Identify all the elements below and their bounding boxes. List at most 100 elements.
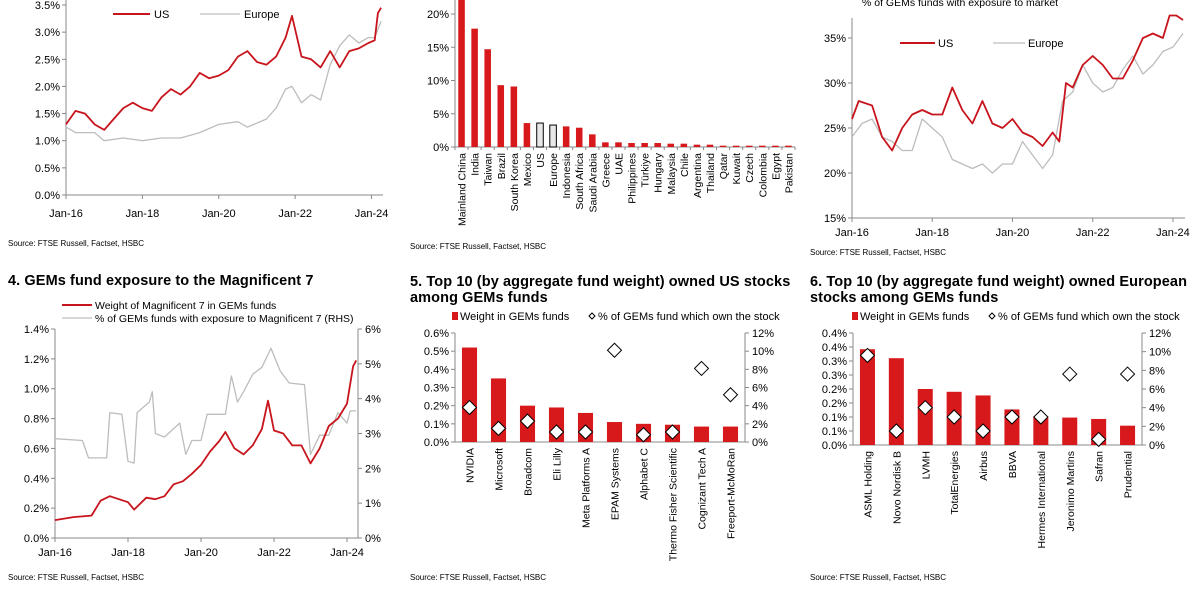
y2-tick-label: 4% [752,401,768,413]
bar-chile [680,143,688,147]
category-label: Novo Nordisk B [891,451,903,524]
y2-tick-label: 3% [365,429,381,441]
series-line-europe [851,33,1184,174]
x-tick-label: Jan-18 [111,547,145,559]
y-tick-label: 35% [824,33,846,45]
category-label: LVMH [920,451,932,479]
category-label: US [535,153,547,168]
x-tick-label: Jan-22 [278,208,312,220]
bar-mexico [523,123,531,147]
series-line-us [65,7,382,131]
y-tick-label: 1.4% [24,324,49,336]
bar-hungary [654,143,661,147]
y-tick-label: 0.0% [822,440,847,452]
chart4-title: 4. GEMs fund exposure to the Magnificent… [8,273,314,289]
category-label: South Africa [574,153,586,210]
category-label: Freeport-McMoRan [726,448,738,539]
legend-label: Weight in GEMs funds [460,311,570,323]
series-line-europe [65,21,382,142]
bar-kuwait [732,145,740,147]
category-label: Thailand [705,153,717,193]
bar-pakistan [785,145,792,147]
series-line-us [851,14,1184,152]
bar-brazil [497,85,505,147]
y2-tick-label: 6% [1149,384,1165,396]
x-tick-label: Jan-18 [915,227,949,239]
y-tick-label: 3.0% [35,27,60,39]
y-tick-label: 1.0% [35,136,60,148]
category-label: Chile [679,153,691,177]
legend-label: Europe [1028,38,1063,50]
marker-diamond [548,424,565,440]
x-tick-label: Jan-18 [126,208,160,220]
category-label: Philippines [627,153,639,204]
y-tick-label: 0.5% [424,346,449,358]
category-label: Safran [1094,451,1106,482]
y-tick-label: 3.5% [35,0,60,12]
chart4-source: Source: FTSE Russell, Factset, HSBC [8,573,145,582]
category-label: EPAM Systems [610,448,622,520]
marker-diamond [1033,409,1049,425]
y2-tick-label: 2% [752,419,768,431]
bar-uae [615,142,622,147]
bar-lvmh [917,389,933,445]
y-tick-label: 0.0% [424,437,449,449]
chart-1: 0.0% 0.5% 1.0% 1.5% 2.0% 2.5% 3.0% 3.5% Jan-16 Ja… [35,0,388,220]
legend-label: Weight of Magnificent 7 in GEMs funds [95,300,276,312]
y-tick-label: 0.5% [35,163,60,175]
y2-tick-label: 2% [1149,421,1165,433]
marker-diamond [635,427,652,443]
bar-malaysia [667,143,675,147]
legend-label: Weight in GEMs funds [860,311,970,323]
bar-south-africa [575,127,583,147]
y-tick-label: 0.1% [822,426,847,438]
y2-tick-label: 6% [752,383,768,395]
category-label: ASML Holding [862,451,874,518]
bar-colombia [759,145,766,147]
bar-hermes-international [1033,416,1049,445]
chart-6: 0.0% 0.1% 0.1% 0.2% 0.2% 0.3% 0.3% 0.4% 0.4% 0% 2%… [822,311,1180,548]
category-label: Qatar [718,153,730,180]
chart-3: 15% 20% 25% 30% 35% Jan-16 Jan-18 Jan-20 Jan-22 J… [824,0,1190,239]
bar-t-rkiye [641,143,648,147]
category-label: Mexico [522,153,534,186]
bar-taiwan [484,49,491,148]
y-tick-label: 15% [824,213,846,225]
category-label: Greece [600,153,612,188]
y2-tick-label: 5% [365,359,381,371]
bar-jeronimo-martins [1062,417,1078,445]
category-label: Türkiye [640,153,652,188]
chart6-source: Source: FTSE Russell, Factset, HSBC [810,573,947,582]
x-tick-label: Jan-22 [1076,227,1110,239]
y2-tick-label: 0% [365,533,381,545]
marker-diamond [722,387,739,403]
y2-tick-label: 12% [752,328,774,340]
category-label: Prudential [1123,451,1135,498]
marker-diamond [975,423,991,439]
marker-diamond [946,409,962,425]
y-tick-label: 0.6% [424,328,449,340]
category-label: Saudi Arabia [587,153,599,213]
category-label: Taiwan [483,153,495,186]
category-label: TotalEnergies [949,451,961,515]
marker-diamond [917,399,933,416]
category-label: Kuwait [731,153,743,185]
bar-nvidia [461,347,478,442]
y-tick-label: 15% [427,42,449,54]
category-label: Alphabet C [639,448,651,500]
y-tick-label: 0.3% [822,356,847,368]
category-label: Malaysia [666,153,678,195]
legend-diamond-icon [988,312,996,320]
y-tick-label: 5% [433,109,449,121]
category-label: Microsoft [494,448,506,491]
y-tick-label: 0.2% [822,398,847,410]
category-label: NVIDIA [465,448,477,483]
y-tick-label: 0.4% [24,473,49,485]
legend-label: US [938,38,953,50]
category-label: Thermo Fisher Scientific [668,448,680,561]
y2-tick-label: 4% [365,394,381,406]
bar-europe [549,124,557,148]
bar-india [471,28,478,148]
y2-tick-label: 10% [752,346,774,358]
bar-philippines [628,143,635,147]
